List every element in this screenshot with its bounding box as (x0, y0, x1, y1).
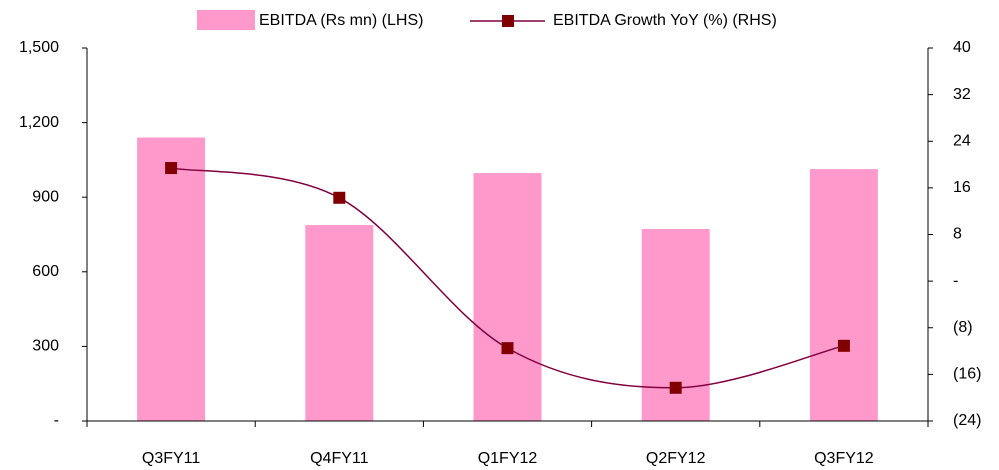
bar (809, 169, 878, 421)
marker (669, 381, 682, 394)
marker (333, 191, 346, 204)
marker (837, 339, 850, 352)
y2-tick-label: (24) (953, 412, 981, 429)
y-tick-label: 300 (32, 338, 59, 355)
bar (473, 173, 542, 421)
y-tick-label: 900 (32, 188, 59, 205)
y-tick-label: 1,200 (19, 114, 59, 131)
x-tick-label: Q3FY11 (142, 450, 201, 467)
marker (501, 342, 514, 355)
legend-label: EBITDA Growth YoY (%) (RHS) (553, 12, 777, 29)
legend-marker (502, 15, 514, 27)
bar (137, 137, 206, 421)
marker (165, 162, 178, 175)
y2-tick-label: 24 (953, 132, 971, 149)
y-tick-label: 600 (32, 263, 59, 280)
x-tick-label: Q3FY12 (814, 450, 874, 467)
y2-tick-label: (8) (953, 319, 973, 336)
x-tick-label: Q4FY11 (310, 450, 369, 467)
y2-tick-label: 32 (953, 86, 971, 103)
bar (305, 225, 374, 421)
y2-tick-label: (16) (953, 366, 981, 383)
legend-swatch (197, 10, 255, 30)
y2-tick-label: 16 (953, 179, 971, 196)
x-tick-label: Q1FY12 (478, 450, 538, 467)
y-tick-label: 1,500 (19, 39, 59, 56)
y2-tick-label: - (953, 272, 958, 289)
legend-label: EBITDA (Rs mn) (LHS) (259, 12, 423, 29)
y2-tick-label: 40 (953, 39, 971, 56)
x-tick-label: Q2FY12 (646, 450, 706, 467)
y2-tick-label: 8 (953, 226, 962, 243)
y-tick-label: - (54, 412, 59, 429)
